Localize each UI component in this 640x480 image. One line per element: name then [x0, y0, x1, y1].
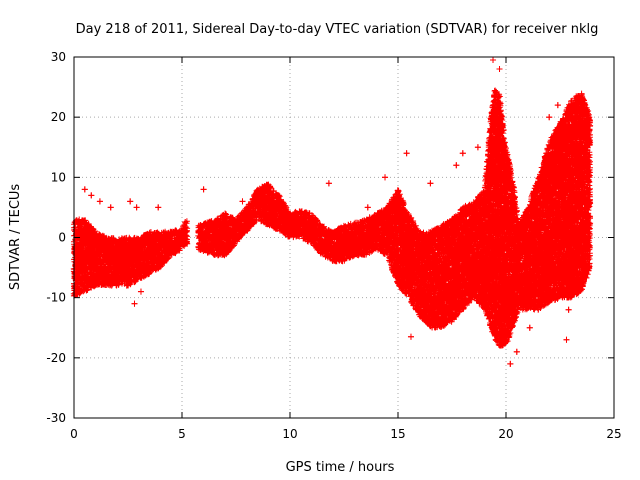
outlier-point: [155, 204, 162, 211]
outlier-point: [546, 114, 553, 121]
y-tick-label: 0: [58, 231, 66, 245]
outlier-point: [490, 57, 497, 64]
y-axis-label: SDTVAR / TECUs: [8, 184, 23, 291]
outlier-point: [127, 198, 134, 205]
outlier-point: [382, 174, 389, 181]
outlier-point: [239, 198, 246, 205]
y-tick-label: -20: [46, 351, 66, 365]
outlier-point: [364, 204, 371, 211]
outlier-point: [88, 192, 95, 199]
x-tick-label: 0: [70, 427, 78, 441]
outlier-point: [96, 198, 103, 205]
y-tick-label: 20: [51, 110, 66, 124]
outlier-point: [200, 186, 207, 193]
outlier-point: [507, 360, 514, 367]
x-tick-label: 10: [282, 427, 297, 441]
x-tick-label: 5: [178, 427, 186, 441]
outlier-point: [578, 120, 585, 127]
outlier-point: [427, 180, 434, 187]
outlier-point: [513, 348, 520, 355]
axis-ticks: [73, 56, 615, 419]
outlier-point: [407, 333, 414, 340]
outlier-point: [325, 180, 332, 187]
outlier-point: [496, 66, 503, 73]
outlier-point: [453, 162, 460, 169]
outlier-point: [81, 186, 88, 193]
outlier-point: [403, 150, 410, 157]
x-axis-label: GPS time / hours: [286, 460, 395, 475]
outlier-point: [107, 204, 114, 211]
y-tick-label: 30: [51, 50, 66, 64]
x-tick-label: 20: [498, 427, 513, 441]
outlier-point: [133, 204, 140, 211]
outlier-point: [554, 102, 561, 109]
tick-labels: 0 5 10 15 20 25 -30 -20 -10 0 10 20 30: [46, 50, 621, 441]
outlier-point: [474, 144, 481, 151]
outlier-point: [526, 324, 533, 331]
x-tick-label: 25: [606, 427, 621, 441]
chart-title: Day 218 of 2011, Sidereal Day-to-day VTE…: [76, 22, 599, 37]
outlier-point: [131, 300, 138, 307]
y-tick-label: 10: [51, 170, 66, 184]
y-tick-label: -30: [46, 411, 66, 425]
outlier-point: [459, 150, 466, 157]
outlier-point: [563, 336, 570, 343]
y-tick-label: -10: [46, 291, 66, 305]
x-tick-label: 15: [390, 427, 405, 441]
outlier-point: [565, 306, 572, 313]
outlier-point: [137, 288, 144, 295]
data-points: [70, 57, 594, 367]
